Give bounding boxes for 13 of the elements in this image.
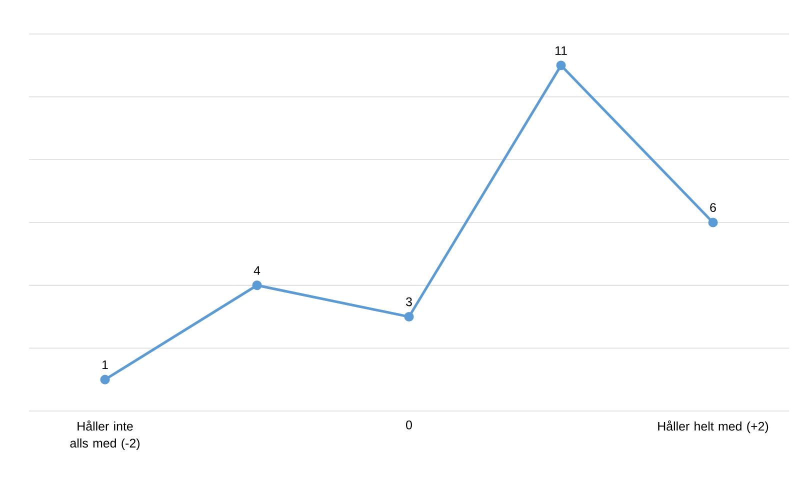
point xyxy=(100,374,110,384)
x-tick-label: Håller helt med (+2) xyxy=(658,420,768,434)
data-label: 3 xyxy=(406,297,412,306)
point xyxy=(404,312,414,322)
point xyxy=(252,280,262,290)
data-label: 1 xyxy=(102,360,108,370)
point xyxy=(556,60,566,70)
data-label: 4 xyxy=(254,266,260,275)
x-tick-label: 0 xyxy=(406,420,412,430)
data-label: 11 xyxy=(556,46,567,55)
data-label: 6 xyxy=(710,203,716,212)
point xyxy=(708,218,718,228)
x-tick-label: Håller inte alls med (-2) xyxy=(70,420,140,450)
